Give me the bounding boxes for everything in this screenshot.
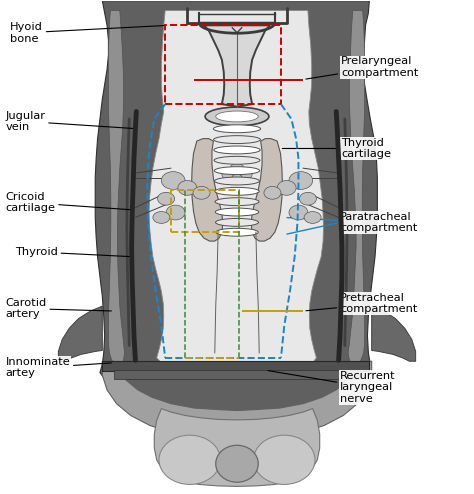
Ellipse shape	[166, 205, 185, 220]
Ellipse shape	[153, 211, 170, 223]
Ellipse shape	[241, 169, 252, 179]
Ellipse shape	[254, 435, 315, 485]
Text: Hyoid
bone: Hyoid bone	[10, 22, 166, 43]
Ellipse shape	[214, 157, 260, 164]
Ellipse shape	[277, 180, 296, 195]
Polygon shape	[372, 306, 416, 361]
Bar	[165, 25, 281, 104]
Ellipse shape	[214, 146, 260, 154]
Text: Prelaryngeal
compartment: Prelaryngeal compartment	[306, 56, 419, 79]
Polygon shape	[109, 10, 125, 365]
Ellipse shape	[231, 174, 243, 184]
Text: Pretracheal
compartment: Pretracheal compartment	[306, 293, 418, 315]
Polygon shape	[149, 10, 323, 372]
Ellipse shape	[159, 435, 220, 485]
Ellipse shape	[304, 211, 321, 223]
Ellipse shape	[230, 163, 244, 175]
Text: Carotid
artery: Carotid artery	[5, 298, 111, 320]
Ellipse shape	[216, 445, 258, 482]
Ellipse shape	[178, 180, 197, 195]
Text: Paratracheal
compartment: Paratracheal compartment	[287, 211, 418, 233]
Ellipse shape	[264, 186, 281, 199]
Ellipse shape	[161, 171, 185, 189]
Text: Recurrent
laryngeal
nerve: Recurrent laryngeal nerve	[268, 370, 396, 404]
Ellipse shape	[213, 125, 261, 133]
Ellipse shape	[289, 171, 313, 189]
Polygon shape	[348, 10, 365, 365]
Ellipse shape	[205, 107, 269, 126]
Text: Cricoid
cartilage: Cricoid cartilage	[5, 192, 133, 213]
Polygon shape	[155, 409, 319, 487]
Ellipse shape	[216, 228, 258, 236]
Ellipse shape	[215, 198, 259, 206]
Ellipse shape	[215, 208, 259, 216]
Ellipse shape	[215, 187, 259, 195]
Ellipse shape	[214, 136, 260, 144]
Ellipse shape	[300, 192, 317, 205]
Text: Thyroid
cartilage: Thyroid cartilage	[283, 138, 391, 159]
Ellipse shape	[215, 177, 259, 185]
Polygon shape	[58, 306, 102, 361]
Bar	[171, 190, 239, 232]
Text: Innominate
artey: Innominate artey	[5, 357, 111, 378]
Polygon shape	[251, 139, 283, 241]
Text: Thyroid: Thyroid	[15, 247, 133, 257]
Ellipse shape	[219, 112, 255, 126]
Ellipse shape	[193, 186, 210, 199]
Polygon shape	[95, 0, 377, 417]
Ellipse shape	[214, 166, 260, 174]
Ellipse shape	[222, 169, 233, 179]
Ellipse shape	[216, 218, 258, 226]
Polygon shape	[191, 139, 223, 241]
Polygon shape	[102, 361, 372, 440]
Text: Jugular
vein: Jugular vein	[5, 111, 135, 132]
Ellipse shape	[216, 111, 258, 122]
Polygon shape	[204, 25, 270, 107]
Bar	[114, 370, 360, 379]
Ellipse shape	[289, 205, 308, 220]
Ellipse shape	[157, 192, 174, 205]
Bar	[102, 361, 369, 371]
